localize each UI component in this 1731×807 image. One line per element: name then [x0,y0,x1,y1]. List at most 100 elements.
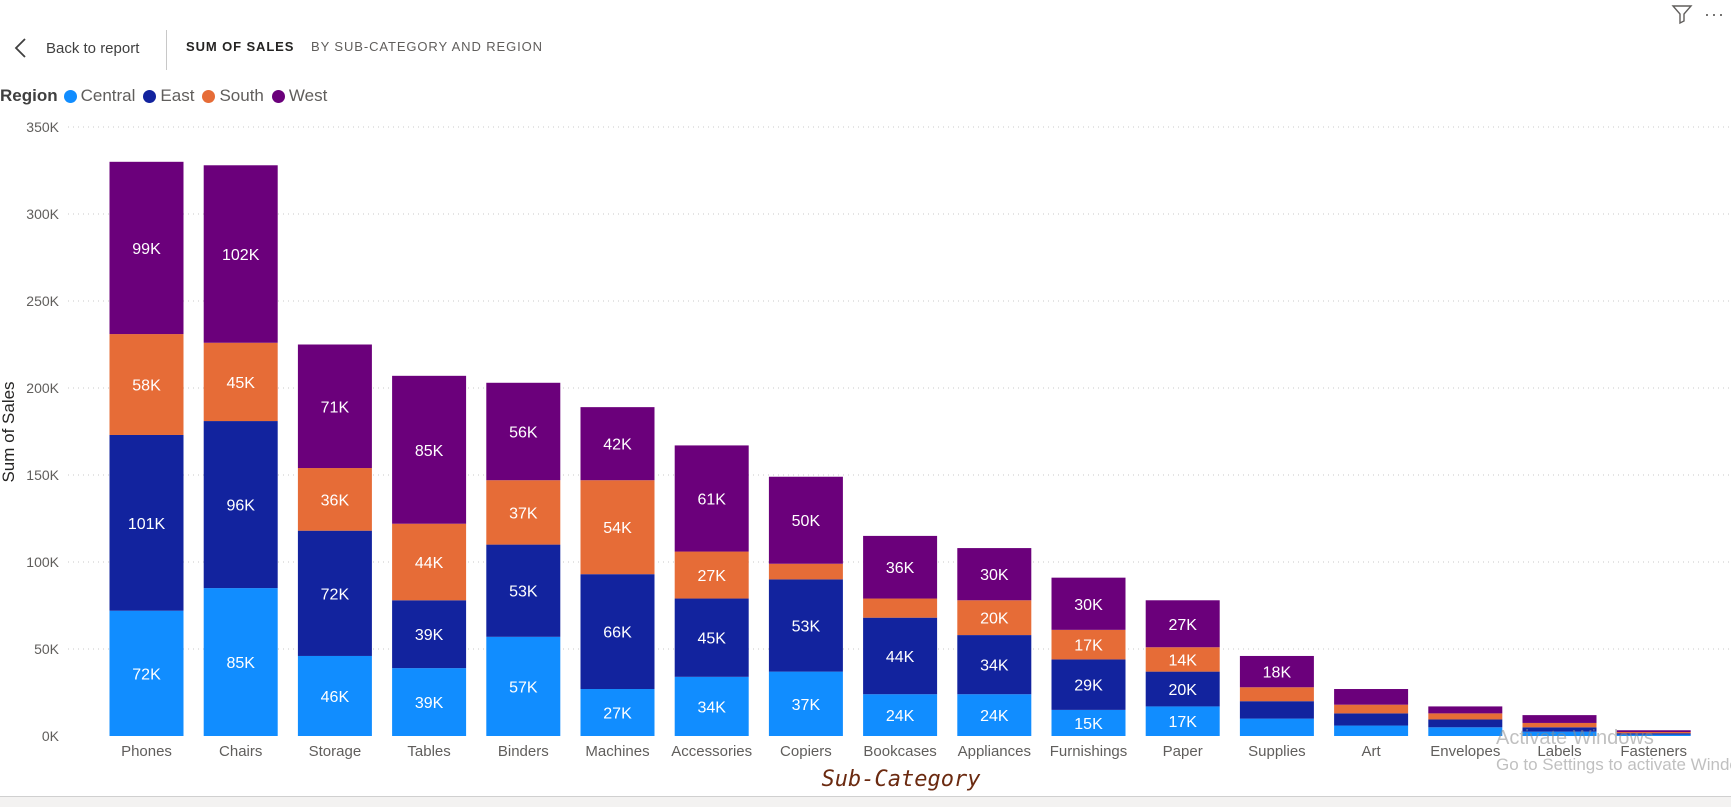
data-label: 102K [222,247,260,264]
bar-segment [863,535,938,599]
data-label: 42K [603,437,632,454]
bar-segment [957,694,1032,736]
activate-windows-subtitle: Go to Settings to activate Windows. [1496,755,1731,774]
data-label: 36K [886,560,915,577]
back-to-report-button[interactable]: Back to report [10,28,139,68]
bar-segment [1145,647,1220,672]
data-label: 57K [509,679,538,696]
data-label: 37K [509,505,538,522]
bar-segment [1145,671,1220,707]
data-label: 24K [886,708,915,725]
x-tick-label: Storage [309,743,362,760]
bar-segment [1616,731,1691,734]
x-tick-label: Labels [1537,743,1581,760]
chevron-left-icon [14,38,26,58]
data-label: 27K [603,706,632,723]
data-label: 44K [415,555,444,572]
data-label: 56K [509,425,538,442]
bar-segment [863,694,938,736]
y-tick-label: 250K [26,293,59,309]
bar-segment [1239,701,1314,719]
bar-segment [1428,719,1503,728]
data-label: 54K [603,520,632,537]
bar-segment [1334,725,1409,736]
bar-segment [297,468,372,531]
x-tick-label: Paper [1163,743,1203,760]
x-tick-label: Phones [121,743,172,760]
y-tick-label: 0K [42,728,60,744]
data-label: 53K [509,584,538,601]
data-label: 72K [321,586,350,603]
data-label: 45K [226,375,255,392]
data-label: 96K [226,498,255,515]
bar-segment [674,551,749,599]
bar-segment [1616,730,1691,732]
activate-windows-title: Activate Windows [1496,727,1654,749]
legend-label-west: West [288,86,328,105]
bar-segment [392,523,467,601]
bar-segment [1145,706,1220,736]
bar-segment [1522,731,1597,736]
bar-segment [580,574,655,690]
bar-segment [203,165,278,343]
data-label: 29K [1074,678,1103,695]
bar-segment [1522,727,1597,732]
x-axis-title: Sub-Category [822,767,982,792]
bar-segment [1522,722,1597,728]
bar-segment [486,382,561,481]
bar-segment [486,544,561,637]
legend-item-central[interactable]: Central [63,86,135,106]
bar-segment [1428,727,1503,736]
x-tick-label: Appliances [958,743,1031,760]
x-tick-label: Chairs [219,743,262,760]
data-label: 27K [697,568,726,585]
data-label: 17K [1168,714,1197,731]
legend-label-south: South [219,86,264,105]
data-label: 72K [132,666,161,683]
x-tick-label: Bookcases [863,743,936,760]
x-tick-label: Supplies [1248,743,1306,760]
y-tick-label: 350K [26,119,59,135]
data-label: 45K [697,631,726,648]
visual-header: Back to report SUM OF SALES BY SUB-CATEG… [0,0,1731,90]
data-label: 18K [1263,665,1292,682]
bar-segment [486,636,561,736]
bar-segment [674,598,749,677]
bar-segment [1051,577,1126,630]
legend-item-east[interactable]: East [143,86,194,106]
bar-segment [1334,689,1409,705]
data-label: 30K [980,567,1009,584]
bar-segment [768,563,843,580]
bar-segment [957,600,1032,636]
bar-segment [1051,709,1126,736]
x-tick-label: Envelopes [1430,743,1500,760]
legend-marker-south [202,89,216,103]
legend-item-west[interactable]: West [271,86,328,106]
legend-item-south[interactable]: South [202,86,264,106]
legend-title: Region [0,86,58,105]
data-label: 58K [132,378,161,395]
more-options-icon[interactable]: ··· [1704,4,1725,24]
visual-title-measure: SUM OF SALES [186,39,295,54]
bar-segment [297,655,372,736]
data-label: 71K [321,399,350,416]
bar-segment [1334,713,1409,726]
y-tick-label: 150K [26,467,59,483]
bar-segment [768,671,843,736]
data-label: 34K [980,658,1009,675]
data-label: 36K [321,492,350,509]
data-label: 14K [1168,652,1197,669]
data-label: 66K [603,625,632,642]
visual-title-dimensions: BY SUB-CATEGORY AND REGION [311,39,543,54]
filter-icon[interactable] [1670,2,1694,26]
bar-segment [957,548,1032,601]
data-label: 20K [980,611,1009,628]
bar-segment [674,676,749,736]
data-label: 24K [980,708,1009,725]
data-label: 99K [132,241,161,258]
x-tick-label: Tables [407,743,450,760]
bar-segment [957,635,1032,695]
back-to-report-label: Back to report [46,39,140,57]
data-label: 39K [415,695,444,712]
